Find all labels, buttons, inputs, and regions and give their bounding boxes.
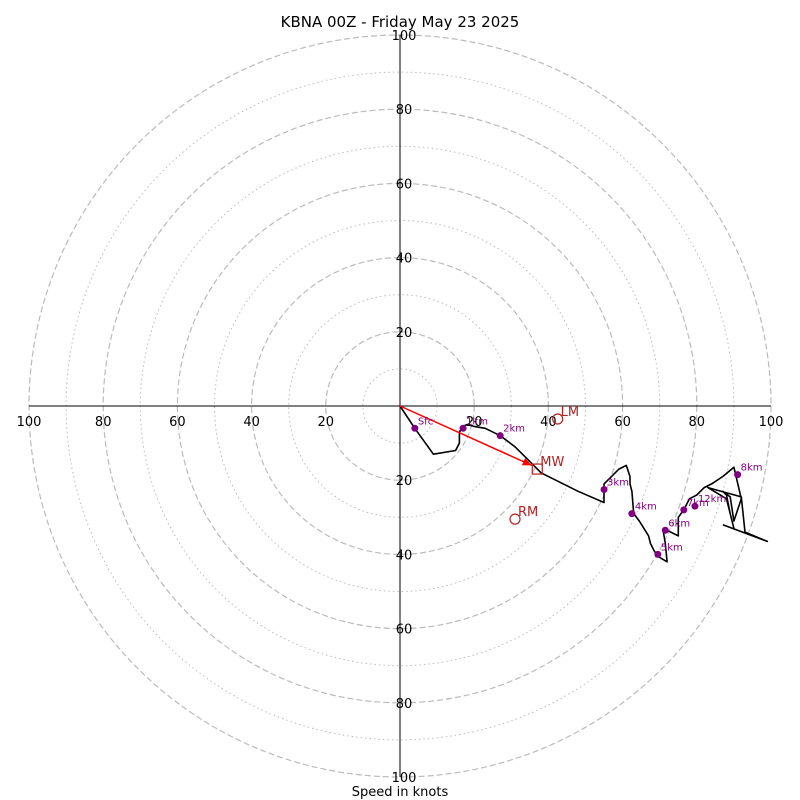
height-marker-label: Sfc: [418, 416, 433, 427]
height-marker-label: 7km: [687, 498, 709, 509]
y-tick-label: 80: [396, 103, 413, 118]
storm-motion-label: MW: [540, 455, 564, 470]
height-marker-label: 12km: [698, 494, 726, 505]
y-tick-label: 20: [396, 474, 413, 489]
chart-title: KBNA 00Z - Friday May 23 2025: [281, 13, 520, 31]
storm-motion-marker: [552, 413, 564, 425]
height-marker-dot: [680, 506, 688, 514]
x-tick-label: 40: [243, 415, 260, 430]
height-marker-dot: [496, 432, 504, 440]
storm-motion-label: RM: [518, 505, 538, 520]
y-tick-label: 100: [392, 771, 417, 786]
height-marker-dot: [459, 424, 467, 432]
storm-motion-marker: [509, 513, 521, 525]
storm-motion-label: LM: [561, 405, 579, 420]
mean-wind-vector-line: [399, 405, 533, 467]
height-marker-label: 8km: [741, 463, 763, 474]
y-tick-label: 40: [396, 252, 413, 267]
mean-wind-arrowhead: [521, 458, 532, 466]
height-marker-label: 3km: [607, 477, 629, 488]
height-marker-label: 6km: [668, 518, 690, 529]
height-marker-label: 4km: [635, 502, 657, 513]
storm-motion-marker: [531, 463, 543, 475]
y-tick-label: 40: [396, 548, 413, 563]
height-marker-dot: [691, 502, 699, 510]
height-marker-dot: [734, 471, 742, 479]
height-marker-dot: [600, 485, 608, 493]
axis-tick-labels: 1001008080606040402020202040406060808010…: [17, 29, 784, 786]
height-marker-label: 5km: [661, 542, 683, 553]
height-marker-dot: [628, 510, 636, 518]
height-markers: Sfc 1km 2km 3km 4km 5km 6km 7km 8km 12km: [411, 416, 763, 558]
y-tick-label: 80: [396, 697, 413, 712]
x-tick-label: 60: [614, 415, 631, 430]
y-tick-label: 60: [396, 177, 413, 192]
x-tick-label: 20: [466, 415, 483, 430]
x-tick-label: 80: [689, 415, 706, 430]
mean-wind-vector: [399, 405, 533, 467]
storm-motion-markers: LM MW RM: [509, 405, 579, 525]
wind-trace-line: [399, 405, 769, 563]
x-tick-label: 80: [95, 415, 112, 430]
wind-trace: [399, 405, 769, 563]
x-tick-label: 100: [17, 415, 42, 430]
height-marker-dot: [654, 550, 662, 558]
x-axis-label: Speed in knots: [352, 785, 449, 800]
x-tick-label: 20: [318, 415, 335, 430]
x-tick-label: 60: [169, 415, 186, 430]
x-tick-label: 100: [759, 415, 784, 430]
height-marker-dot: [661, 526, 669, 534]
height-marker-label: 2km: [503, 424, 525, 435]
y-tick-label: 100: [392, 29, 417, 44]
height-marker-dot: [411, 424, 419, 432]
height-marker-label: 1km: [466, 416, 488, 427]
y-tick-label: 60: [396, 623, 413, 638]
y-tick-label: 20: [396, 326, 413, 341]
